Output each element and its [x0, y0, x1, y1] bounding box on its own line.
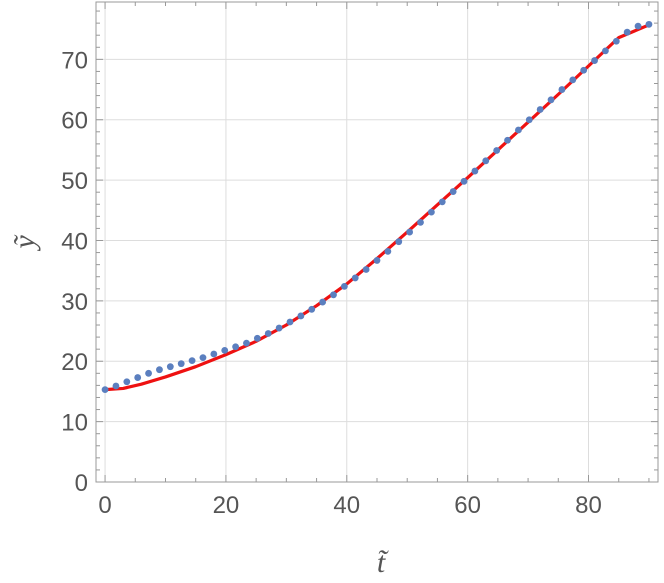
data-point — [351, 274, 359, 282]
data-point — [623, 28, 631, 36]
data-point — [166, 363, 174, 371]
data-point — [645, 20, 653, 28]
data-point — [101, 386, 109, 394]
data-point — [253, 334, 261, 342]
data-point — [558, 86, 566, 93]
data-point — [471, 167, 479, 175]
x-tick-label: 0 — [98, 492, 111, 519]
data-points-layer — [101, 20, 653, 394]
data-point — [297, 312, 305, 320]
data-point — [112, 382, 120, 390]
data-point — [286, 318, 294, 326]
data-point — [308, 305, 316, 313]
axis-ticks — [96, 2, 658, 483]
data-point — [123, 378, 131, 386]
data-point — [482, 157, 490, 165]
fit-curve — [103, 23, 651, 392]
data-point — [264, 330, 272, 337]
data-point — [602, 47, 609, 55]
data-point — [493, 147, 501, 154]
y-axis-label: ỹ — [8, 235, 41, 252]
x-axis-label: t̃ — [377, 546, 389, 579]
data-point — [417, 218, 424, 226]
data-point — [362, 266, 370, 273]
data-point — [221, 346, 229, 354]
data-point — [547, 96, 555, 104]
plot-frame — [95, 1, 659, 483]
y-tick-label: 40 — [61, 228, 88, 255]
data-point — [569, 76, 577, 84]
data-point — [156, 366, 163, 374]
y-tick-label: 20 — [61, 349, 88, 376]
x-tick-label: 80 — [575, 492, 602, 519]
data-point — [634, 22, 642, 30]
y-tick-label: 60 — [61, 108, 88, 135]
tick-labels: 0 20 40 60 80 0 10 20 30 40 50 60 70 — [61, 47, 602, 519]
x-tick-label: 60 — [454, 492, 481, 519]
data-point — [232, 343, 239, 351]
data-point — [580, 66, 588, 74]
data-point — [395, 238, 403, 246]
data-point — [199, 354, 207, 362]
data-point — [591, 57, 598, 64]
data-point — [427, 208, 435, 216]
data-point — [373, 257, 381, 264]
data-point — [210, 350, 218, 358]
data-point — [515, 126, 522, 134]
y-tick-label: 0 — [75, 470, 88, 497]
data-point — [438, 198, 446, 206]
data-point — [384, 247, 392, 255]
data-point — [449, 188, 457, 195]
y-tick-label: 50 — [61, 168, 88, 195]
fit-curve-layer — [103, 23, 651, 392]
data-point — [319, 298, 327, 306]
data-point — [525, 116, 533, 124]
x-tick-label: 40 — [333, 492, 360, 519]
y-tick-label: 10 — [61, 410, 88, 437]
y-tick-label: 70 — [61, 47, 88, 74]
plot-frame-rect — [95, 1, 659, 483]
data-point — [243, 339, 250, 347]
data-point — [612, 37, 620, 45]
data-point — [177, 360, 185, 368]
x-tick-label: 20 — [213, 492, 240, 519]
data-point — [406, 228, 414, 236]
data-point — [340, 282, 348, 290]
data-point — [275, 324, 283, 332]
y-tick-label: 30 — [61, 289, 88, 316]
data-point — [134, 374, 142, 381]
data-point — [536, 106, 544, 113]
data-point — [460, 177, 468, 185]
data-point — [188, 357, 196, 365]
grid — [96, 2, 658, 483]
data-point — [330, 291, 337, 299]
data-point — [145, 369, 152, 377]
data-point — [504, 136, 511, 144]
